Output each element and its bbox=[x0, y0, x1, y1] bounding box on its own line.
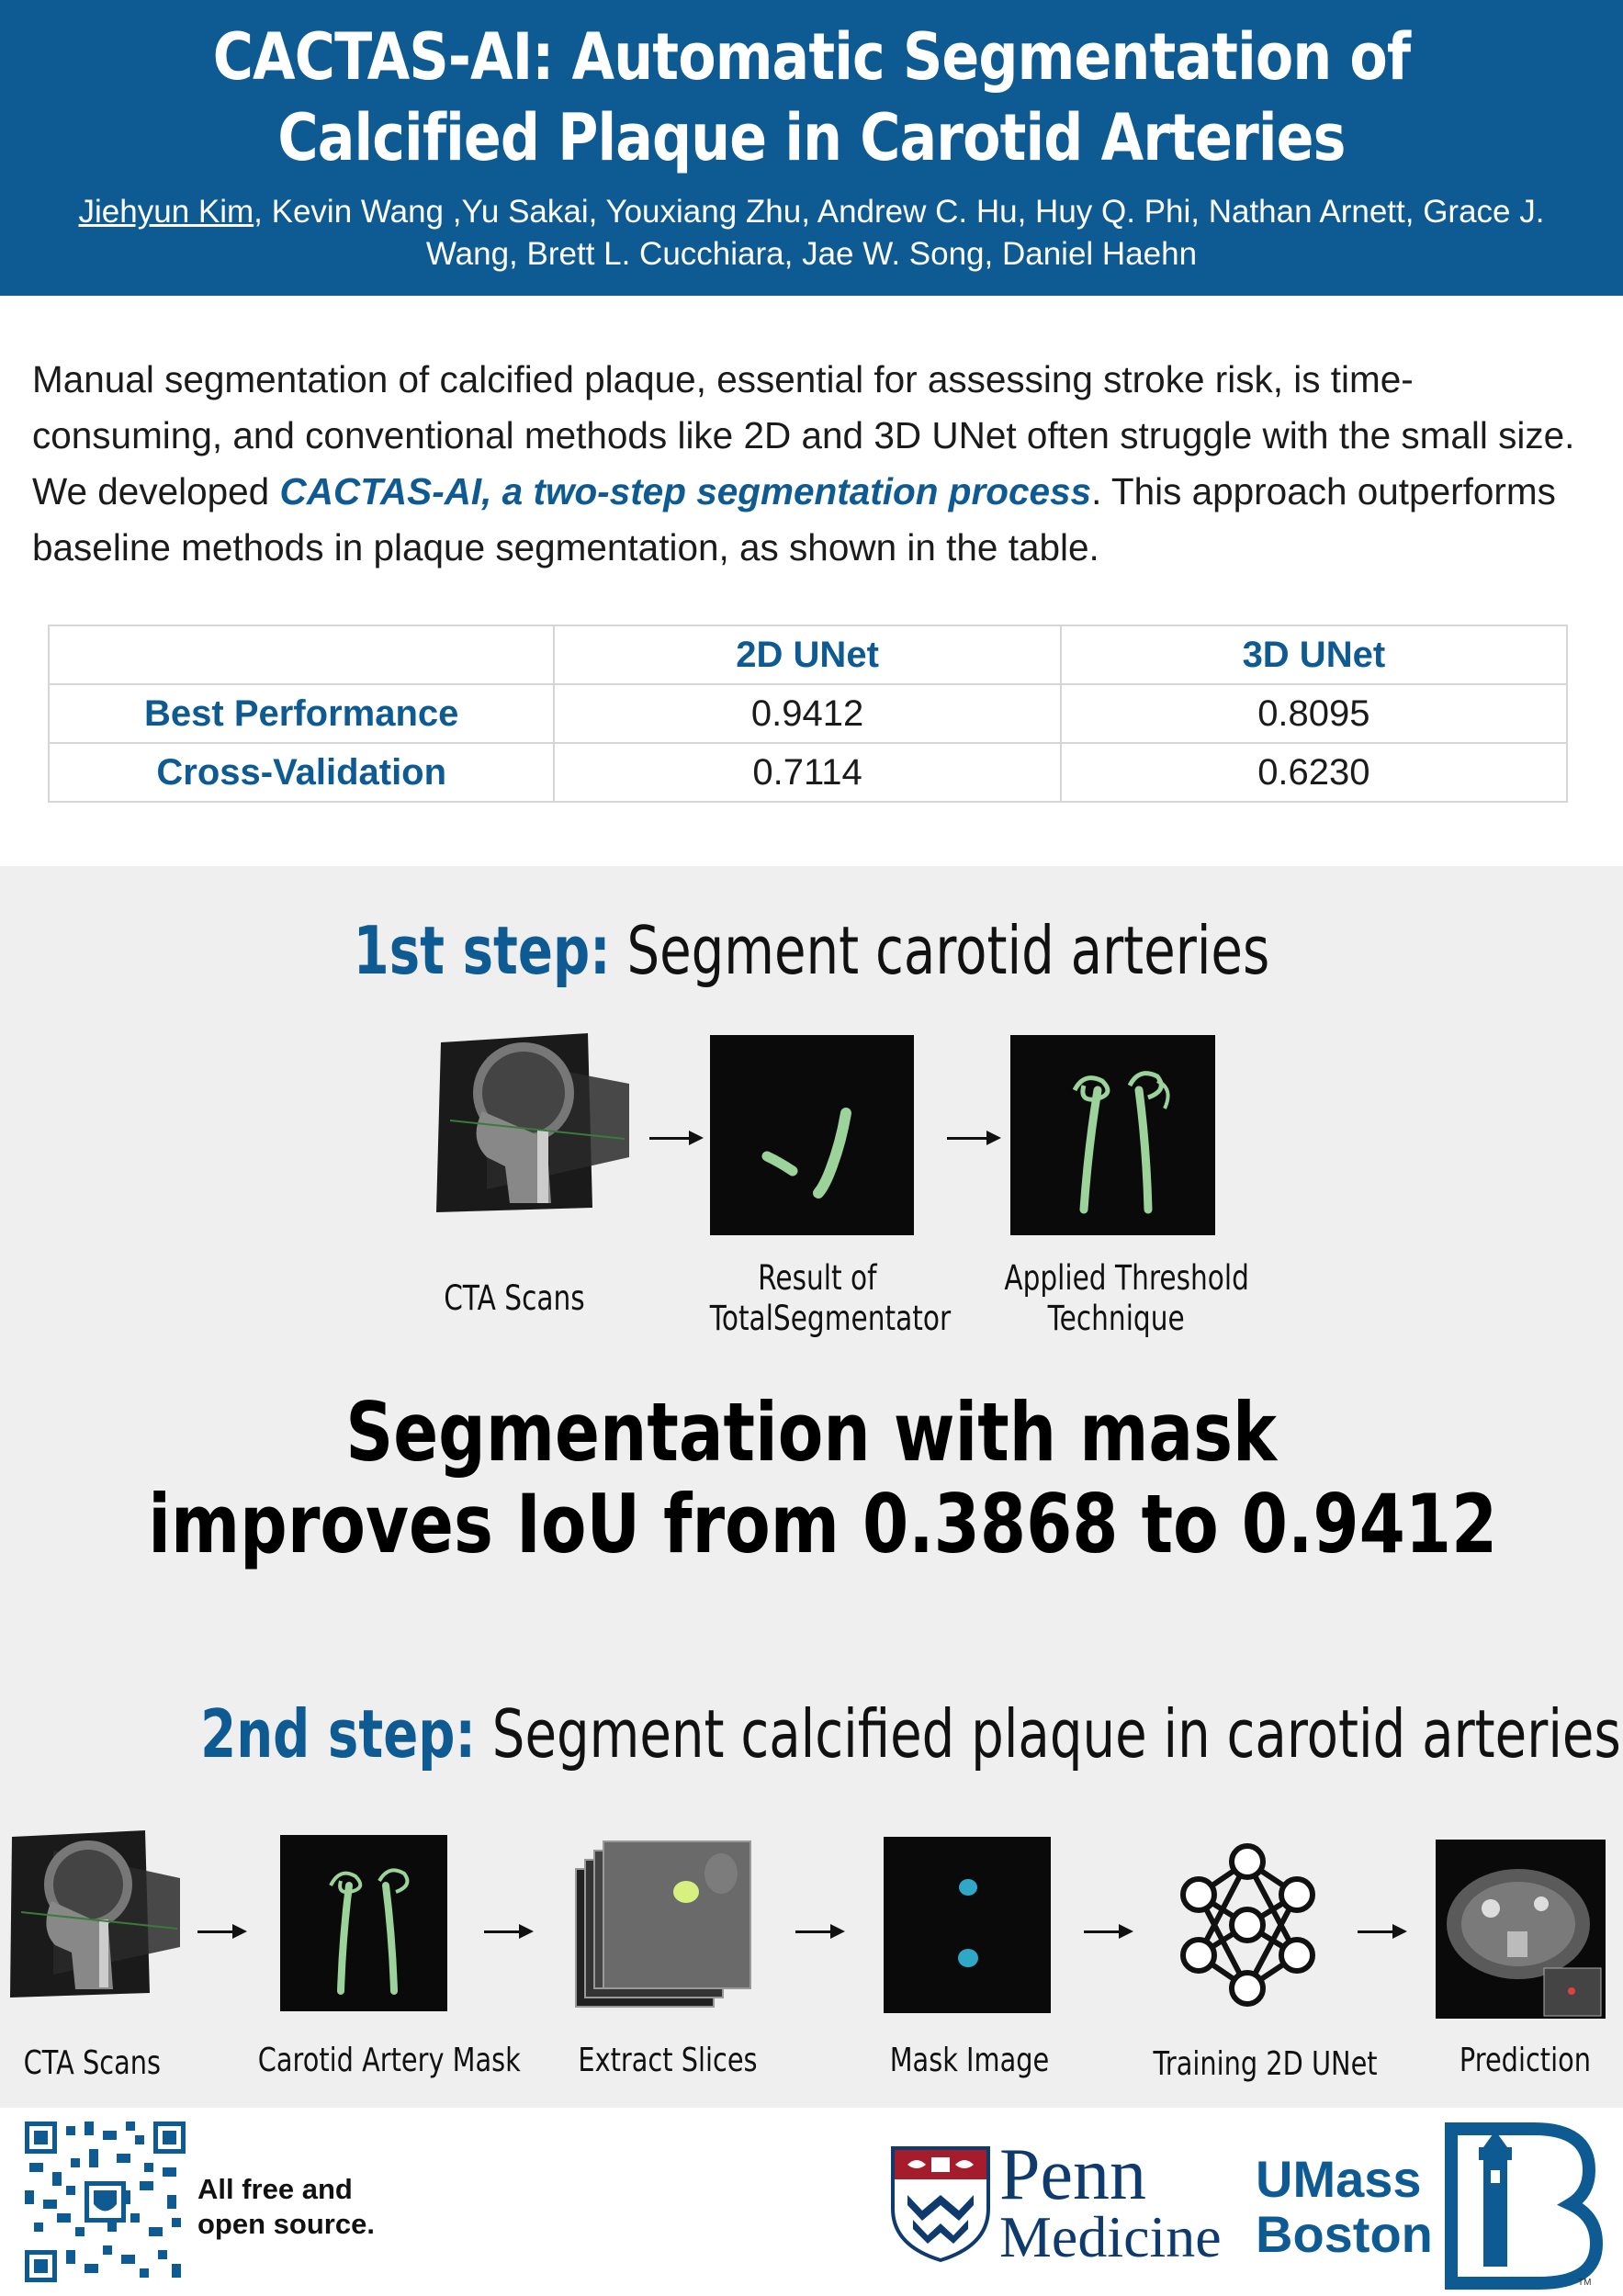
trademark-mark: TM bbox=[1578, 2278, 1592, 2288]
oss-line-1: All free and bbox=[197, 2173, 353, 2205]
abstract-highlight: CACTAS-AI, a two-step segmentation proce… bbox=[279, 470, 1092, 512]
poster-title: CACTAS-AI: Automatic Segmentation of Cal… bbox=[114, 17, 1510, 178]
iou-headline: Segmentation with mask improves IoU from… bbox=[0, 1387, 1623, 1570]
arrow-icon bbox=[947, 1131, 1001, 1145]
totalsegmentator-result-image bbox=[710, 1035, 914, 1235]
umass-boston-b-icon bbox=[1445, 2122, 1603, 2290]
cta-scan-image bbox=[436, 1033, 629, 1212]
title-line-1: CACTAS-AI: Automatic Segmentation of bbox=[212, 19, 1411, 95]
step2-caption-cta: CTA Scans bbox=[23, 2044, 161, 2082]
table-header-empty bbox=[47, 625, 556, 685]
arrow-icon bbox=[1084, 1924, 1133, 1939]
step2-caption-mask: Carotid Artery Mask bbox=[257, 2042, 521, 2079]
penn-text: Penn bbox=[999, 2134, 1146, 2215]
table-header-2d-unet: 2D UNet bbox=[553, 625, 1062, 685]
qr-code-icon[interactable] bbox=[20, 2117, 190, 2287]
step1-lead: 1st step: bbox=[353, 912, 611, 989]
table-row: Best Performance 0.9412 0.8095 bbox=[47, 683, 1569, 744]
table-header-row: 2D UNet 3D UNet bbox=[47, 625, 1569, 685]
step2-caption-prediction: Prediction bbox=[1459, 2042, 1591, 2079]
cell-cv-2d: 0.7114 bbox=[553, 742, 1062, 803]
abstract-text: Manual segmentation of calcified plaque,… bbox=[32, 352, 1603, 576]
prediction-image bbox=[1436, 1840, 1606, 2019]
step2-title: 2nd step: Segment calcified plaque in ca… bbox=[0, 1693, 1623, 1775]
penn-medicine-logo: Penn Medicine bbox=[999, 2134, 1222, 2269]
table-row: Cross-Validation 0.7114 0.6230 bbox=[47, 742, 1569, 803]
open-source-note: All free and open source. bbox=[197, 2172, 375, 2242]
neural-network-icon bbox=[1180, 1843, 1315, 2007]
abstract-after: . This approach outperforms baseline met… bbox=[32, 470, 1556, 568]
arrow-icon bbox=[649, 1131, 704, 1145]
row-label-best: Best Performance bbox=[47, 683, 556, 744]
arrow-icon bbox=[1358, 1924, 1407, 1939]
oss-line-2: open source. bbox=[197, 2208, 375, 2240]
title-line-2: Calcified Plaque in Carotid Arteries bbox=[277, 100, 1346, 175]
step1-title: 1st step: Segment carotid arteries bbox=[0, 909, 1623, 992]
carotid-artery-mask-image bbox=[280, 1835, 447, 2011]
first-author-link[interactable]: Jiehyun Kim bbox=[78, 194, 254, 230]
row-label-cv: Cross-Validation bbox=[47, 742, 556, 803]
step1-caption-totalseg: Result of TotalSegmentator bbox=[709, 1258, 952, 1338]
mask-image bbox=[884, 1837, 1051, 2013]
poster-header: CACTAS-AI: Automatic Segmentation of Cal… bbox=[0, 0, 1623, 296]
step1-rest: Segment carotid arteries bbox=[610, 912, 1270, 989]
threshold-technique-image bbox=[1010, 1035, 1215, 1235]
cta-scan-image bbox=[10, 1830, 180, 1998]
step1-caption-threshold: Applied Threshold Technique bbox=[1004, 1258, 1249, 1338]
table-header-3d-unet: 3D UNet bbox=[1059, 625, 1569, 685]
penn-shield-icon bbox=[891, 2146, 990, 2263]
arrow-icon bbox=[197, 1924, 247, 1939]
extract-slices-image bbox=[575, 1840, 751, 2008]
step2-rest: Segment calcified plaque in carotid arte… bbox=[475, 1695, 1621, 1773]
headline-line-1: Segmentation with mask bbox=[345, 1385, 1278, 1480]
authors-line-1: , Kevin Wang ,Yu Sakai, Youxiang Zhu, An… bbox=[254, 194, 1545, 230]
arrow-icon bbox=[795, 1924, 845, 1939]
abstract-before: Manual segmentation of calcified plaque,… bbox=[32, 358, 1575, 512]
step2-lead: 2nd step: bbox=[200, 1695, 476, 1773]
cell-cv-3d: 0.6230 bbox=[1059, 742, 1569, 803]
authors-line-2: Wang, Brett L. Cucchiara, Jae W. Song, D… bbox=[425, 236, 1198, 272]
step1-caption-cta: CTA Scans bbox=[444, 1278, 585, 1318]
umass-boston-logo: UMass Boston bbox=[1256, 2152, 1433, 2262]
step2-caption-slices: Extract Slices bbox=[578, 2042, 758, 2079]
results-table: 2D UNet 3D UNet Best Performance 0.9412 … bbox=[47, 625, 1569, 803]
cell-best-2d: 0.9412 bbox=[553, 683, 1062, 744]
step2-caption-mask-image: Mask Image bbox=[889, 2042, 1049, 2079]
author-list: Jiehyun Kim, Kevin Wang ,Yu Sakai, Youxi… bbox=[37, 191, 1586, 276]
medicine-text: Medicine bbox=[999, 2204, 1222, 2269]
cell-best-3d: 0.8095 bbox=[1059, 683, 1569, 744]
step2-caption-training: Training 2D UNet bbox=[1153, 2045, 1378, 2083]
boston-text: Boston bbox=[1256, 2205, 1433, 2263]
umass-text: UMass bbox=[1256, 2150, 1422, 2208]
poster-footer bbox=[0, 2108, 1623, 2296]
headline-line-2: improves IoU from 0.3868 to 0.9412 bbox=[148, 1477, 1498, 1571]
arrow-icon bbox=[484, 1924, 534, 1939]
